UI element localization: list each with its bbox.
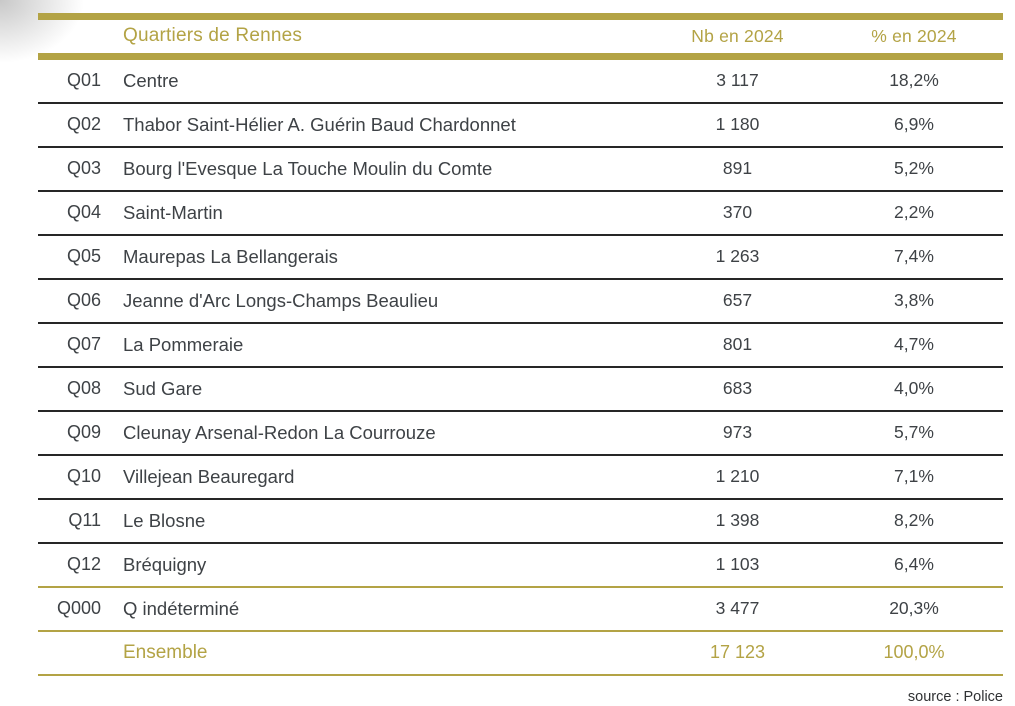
quarter-name: Bréquigny <box>123 553 207 575</box>
quarter-code: Q12 <box>66 554 101 575</box>
table-row: Q09 Cleunay Arsenal-Redon La Courrouze 9… <box>38 412 1003 456</box>
quarter-code: Q02 <box>66 114 101 135</box>
quarter-name: Jeanne d'Arc Longs-Champs Beaulieu <box>123 289 439 311</box>
table-row: Q06 Jeanne d'Arc Longs-Champs Beaulieu 6… <box>38 280 1003 324</box>
quarter-code: Q09 <box>66 422 101 443</box>
quarter-name: Bourg l'Evesque La Touche Moulin du Comt… <box>123 157 493 179</box>
quarter-percent: 5,2% <box>894 158 934 179</box>
quarter-count: 1 263 <box>715 246 760 267</box>
quarter-code: Q06 <box>66 290 101 311</box>
total-count: 17 123 <box>709 642 766 663</box>
quarter-name: Sud Gare <box>123 377 203 399</box>
table-row: Q01 Centre 3 117 18,2% <box>38 60 1003 104</box>
quarter-percent: 4,7% <box>894 334 934 355</box>
quarter-count: 3 477 <box>715 598 760 619</box>
quarter-count: 657 <box>722 290 753 311</box>
quartiers-table: Quartiers de Rennes Nb en 2024 % en 2024… <box>38 13 1003 676</box>
header-pct-label: % en 2024 <box>871 25 957 46</box>
header-nb-label: Nb en 2024 <box>691 25 784 46</box>
quarter-count: 370 <box>722 202 753 223</box>
quarter-name: Q indéterminé <box>123 597 240 619</box>
table-row: Q000 Q indéterminé 3 477 20,3% <box>38 588 1003 632</box>
quarter-count: 1 210 <box>715 466 760 487</box>
quarter-code: Q04 <box>66 202 101 223</box>
table-row: Q05 Maurepas La Bellangerais 1 263 7,4% <box>38 236 1003 280</box>
quarter-percent: 6,4% <box>894 554 934 575</box>
table-row: Q12 Bréquigny 1 103 6,4% <box>38 544 1003 588</box>
quarter-count: 683 <box>722 378 753 399</box>
quarter-percent: 7,1% <box>894 466 934 487</box>
table-row: Q02 Thabor Saint-Hélier A. Guérin Baud C… <box>38 104 1003 148</box>
quarter-count: 3 117 <box>716 70 759 91</box>
quarter-count: 1 398 <box>715 510 760 531</box>
quarter-name: Le Blosne <box>123 509 206 531</box>
table-row: Q03 Bourg l'Evesque La Touche Moulin du … <box>38 148 1003 192</box>
quarter-code: Q11 <box>68 510 101 531</box>
quarter-percent: 18,2% <box>889 70 939 91</box>
header-quarter-label: Quartiers de Rennes <box>123 25 303 47</box>
table-top-band <box>38 13 1003 20</box>
quarter-name: Villejean Beauregard <box>123 465 295 487</box>
quarter-count: 801 <box>722 334 753 355</box>
quarter-percent: 6,9% <box>894 114 934 135</box>
quarter-name: La Pommeraie <box>123 333 244 355</box>
quarter-name: Thabor Saint-Hélier A. Guérin Baud Chard… <box>123 113 516 135</box>
quarter-count: 891 <box>722 158 753 179</box>
total-percent: 100,0% <box>883 642 945 663</box>
table-row: Q04 Saint-Martin 370 2,2% <box>38 192 1003 236</box>
quarter-code: Q000 <box>56 598 101 619</box>
quarter-code: Q08 <box>66 378 101 399</box>
quarter-percent: 3,8% <box>894 290 934 311</box>
quarter-name: Saint-Martin <box>123 201 223 223</box>
quarter-name: Centre <box>123 69 179 91</box>
source-note: source : Police <box>907 689 1003 705</box>
quarter-count: 973 <box>722 422 753 443</box>
table-row: Q07 La Pommeraie 801 4,7% <box>38 324 1003 368</box>
quarter-code: Q03 <box>66 158 101 179</box>
quarter-percent: 8,2% <box>894 510 934 531</box>
quarter-code: Q10 <box>66 466 101 487</box>
quarter-percent: 5,7% <box>894 422 934 443</box>
quarter-count: 1 103 <box>715 554 760 575</box>
table-row: Q11 Le Blosne 1 398 8,2% <box>38 500 1003 544</box>
quarter-name: Cleunay Arsenal-Redon La Courrouze <box>123 421 436 443</box>
quarter-percent: 20,3% <box>889 598 939 619</box>
quarter-code: Q05 <box>66 246 101 267</box>
quarter-percent: 2,2% <box>894 202 934 223</box>
table-header-band <box>38 53 1003 60</box>
table-row: Q10 Villejean Beauregard 1 210 7,1% <box>38 456 1003 500</box>
table-total-row: Ensemble 17 123 100,0% <box>38 632 1003 676</box>
total-label: Ensemble <box>123 641 208 663</box>
quarter-percent: 7,4% <box>894 246 934 267</box>
quarter-name: Maurepas La Bellangerais <box>123 245 338 267</box>
table-row: Q08 Sud Gare 683 4,0% <box>38 368 1003 412</box>
quarter-count: 1 180 <box>715 114 760 135</box>
quarter-code: Q07 <box>66 334 101 355</box>
quarter-code: Q01 <box>66 70 101 91</box>
quarter-percent: 4,0% <box>894 378 934 399</box>
table-header-row: Quartiers de Rennes Nb en 2024 % en 2024 <box>38 20 1003 53</box>
